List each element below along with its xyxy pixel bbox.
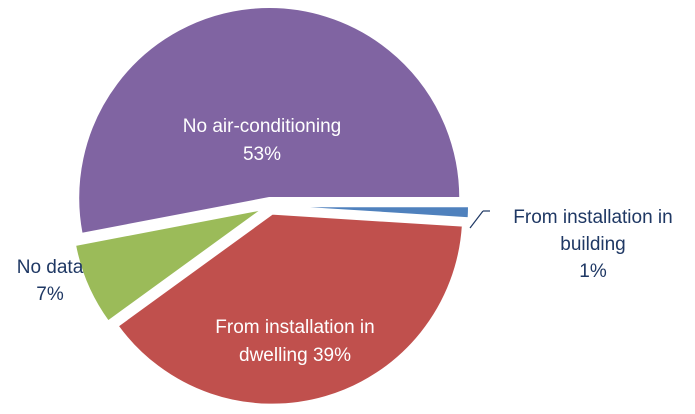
pie-slices	[73, 6, 470, 406]
data-label-installation-dwelling: From installation in dwelling 39%	[215, 317, 374, 366]
data-label-installation-building: From installation in building 1%	[513, 207, 672, 282]
data-label-no-air-conditioning: No air-conditioning 53%	[183, 116, 341, 165]
slice-installation-building	[277, 205, 470, 220]
label-no-data-name: No data	[17, 257, 84, 278]
label-no-ac-value: 53%	[243, 144, 281, 165]
slice-installation-dwelling	[116, 212, 464, 406]
slice-no-data	[73, 208, 264, 323]
label-building-value: 1%	[579, 261, 607, 282]
label-building-line1: From installation in	[513, 207, 672, 228]
label-dwelling-line2: dwelling 39%	[239, 345, 351, 366]
slice-no-air-conditioning	[77, 6, 462, 235]
label-building-line2: building	[560, 234, 626, 255]
label-no-data-value: 7%	[36, 284, 64, 305]
data-label-no-data: No data 7%	[17, 257, 84, 305]
label-dwelling-line1: From installation in	[215, 317, 374, 338]
label-no-ac-name: No air-conditioning	[183, 116, 341, 137]
building-leader-line	[469, 210, 484, 229]
